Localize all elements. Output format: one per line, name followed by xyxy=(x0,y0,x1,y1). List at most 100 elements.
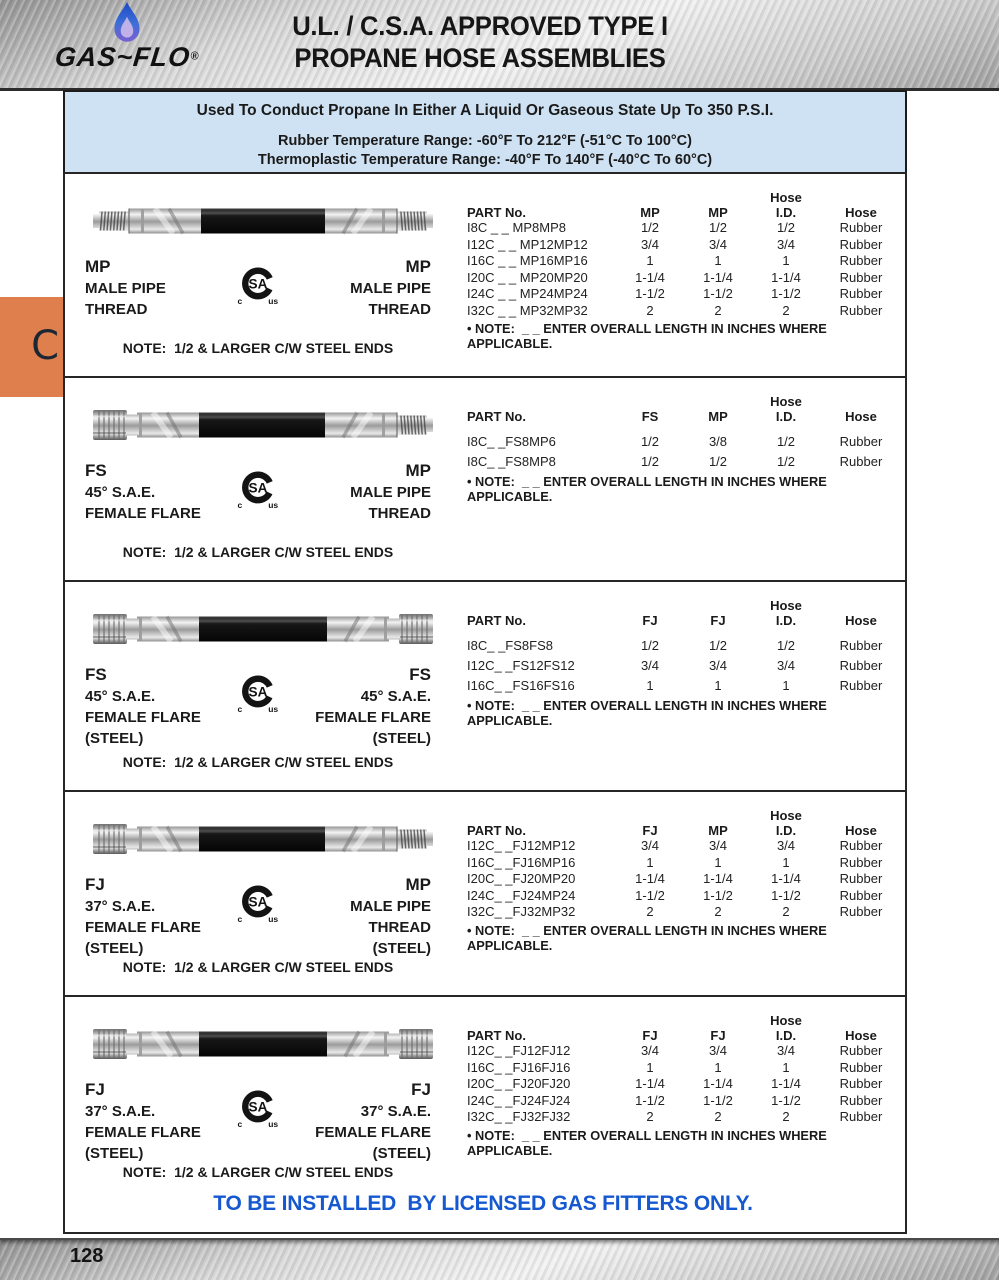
table-cell: 1 xyxy=(646,678,654,693)
table-cell: I16C_ _FJ16MP16 xyxy=(467,854,576,870)
end-label-line: 37° S.A.E. xyxy=(85,898,156,915)
table-cell: 1/2 xyxy=(776,638,796,653)
csa-mark: SA c us xyxy=(219,1079,297,1164)
end-labels-row: FJ 37° S.A.E. FEMALE FLARE (STEEL) SA c us … xyxy=(85,874,457,959)
table-cell: I32C _ _ MP32MP32 xyxy=(467,302,588,318)
table-cell: 1-1/4 xyxy=(771,1076,801,1091)
table-cell: 3/4 xyxy=(708,1043,728,1058)
table-cell: Rubber xyxy=(839,1043,883,1058)
end-labels-row: FS 45° S.A.E. FEMALE FLARE (STEEL) SA c us … xyxy=(85,664,457,749)
end-label-line: 37° S.A.E. xyxy=(360,1103,431,1120)
table-cell: 2 xyxy=(714,1109,722,1124)
end-label-line: (STEEL) xyxy=(85,730,144,747)
table-cell: 1 xyxy=(782,854,790,870)
column-header: FJ xyxy=(642,1028,658,1043)
table-cell: 3/4 xyxy=(776,1043,796,1058)
table-cell: 1 xyxy=(782,1059,790,1075)
table-cell: 1-1/4 xyxy=(635,1076,665,1091)
column-header: Hose xyxy=(845,823,877,838)
csa-mark: SA c us xyxy=(219,874,297,959)
column-header: MP xyxy=(708,409,728,424)
end-label-line: (STEEL) xyxy=(372,730,431,747)
csa-c-text: c xyxy=(238,500,243,510)
section-illustration-area: FS 45° S.A.E. FEMALE FLARE (STEEL) SA c us … xyxy=(65,582,457,790)
table-cell: 3/4 xyxy=(708,658,728,673)
csa-logo-icon: SA c us xyxy=(238,675,278,714)
column-header: FJ xyxy=(710,613,726,628)
table-cell: Rubber xyxy=(839,638,883,653)
end-labels-row: MP MALE PIPE THREAD SA c us MP MALE PIPE THR… xyxy=(85,256,457,320)
end-label-line: THREAD xyxy=(85,301,148,318)
table-cell: 2 xyxy=(782,1109,790,1124)
column-header: Hose xyxy=(845,205,877,220)
parts-table-area: PART No. FS MP Hose I.D. Hose I8C_ _FS8MP6 1/2… xyxy=(457,378,905,580)
end-label-line: (STEEL) xyxy=(85,940,144,957)
hose-photo xyxy=(92,190,434,252)
table-note: • NOTE: _ _ ENTER OVERALL LENGTH IN INCH… xyxy=(467,474,830,504)
table-cell: 1/2 xyxy=(640,434,660,449)
column-header: PART No. xyxy=(467,823,526,838)
end-label-line: MALE PIPE xyxy=(350,280,431,297)
end-label-line: FS xyxy=(85,665,107,684)
table-cell: Rubber xyxy=(839,871,883,886)
table-cell: 1-1/4 xyxy=(771,269,801,285)
parts-table: PART No. FS MP Hose I.D. Hose I8C_ _FS8MP6 1/2… xyxy=(467,392,905,472)
parts-table-area: PART No. FJ FJ Hose I.D. Hose I12C_ _FJ12FJ12… xyxy=(457,997,905,1232)
table-cell: 1 xyxy=(646,1059,654,1075)
end-label-line: 45° S.A.E. xyxy=(360,688,431,705)
product-sections: MP MALE PIPE THREAD SA c us MP MALE PIPE THR… xyxy=(63,172,907,1234)
temperature-banner: Rubber Temperature Range: -60°F To 212°F… xyxy=(63,129,907,174)
table-cell: 1-1/4 xyxy=(771,871,801,886)
table-cell: I24C_ _FJ24MP24 xyxy=(467,887,576,903)
table-cell: 1-1/2 xyxy=(703,1092,733,1108)
temp-range-rubber: Rubber Temperature Range: -60°F To 212°F… xyxy=(278,132,692,149)
column-header: MP xyxy=(640,205,660,220)
end-label-line: FS xyxy=(85,461,107,480)
end-label-line: FEMALE FLARE xyxy=(85,505,201,522)
end-label-line: (STEEL) xyxy=(372,1145,431,1162)
table-cell: 2 xyxy=(782,904,790,919)
page-header: GAS~FLO® U.L. / C.S.A. APPROVED TYPE I P… xyxy=(0,0,999,91)
column-header: Hose xyxy=(845,613,877,628)
left-end-label: FJ 37° S.A.E. FEMALE FLARE (STEEL) xyxy=(85,874,219,959)
column-header: MP xyxy=(708,205,728,220)
hose-photo xyxy=(92,409,434,441)
table-cell: 1/2 xyxy=(776,454,796,469)
end-label-line: FJ xyxy=(411,1080,431,1099)
hose-image xyxy=(85,808,441,870)
table-cell: Rubber xyxy=(839,678,883,693)
table-cell: 3/4 xyxy=(776,838,796,853)
end-label-line: MP xyxy=(405,257,432,276)
table-cell: 1-1/2 xyxy=(703,887,733,903)
end-label-line: MP xyxy=(405,875,432,894)
end-labels-row: FJ 37° S.A.E. FEMALE FLARE (STEEL) SA c us … xyxy=(85,1079,457,1164)
column-header: PART No. xyxy=(467,205,526,220)
product-section: FJ 37° S.A.E. FEMALE FLARE (STEEL) SA c us … xyxy=(63,995,907,1234)
right-end-label: FS 45° S.A.E. FEMALE FLARE (STEEL) xyxy=(297,664,431,749)
table-cell: 1 xyxy=(714,1059,722,1075)
section-note: NOTE: 1/2 & LARGER C/W STEEL ENDS xyxy=(122,1164,394,1180)
table-cell: 1 xyxy=(646,253,654,268)
table-cell: 1-1/2 xyxy=(635,887,665,903)
csa-us-text: us xyxy=(268,1119,278,1129)
end-label-line: THREAD xyxy=(368,301,432,318)
column-header: Hose I.D. xyxy=(770,190,802,220)
table-cell: I24C_ _FJ24FJ24 xyxy=(467,1092,571,1108)
table-cell: 2 xyxy=(714,302,722,318)
end-label-line: FJ xyxy=(85,1080,105,1099)
end-label-line: FS xyxy=(409,665,431,684)
csa-c-text: c xyxy=(238,296,243,306)
product-section: FJ 37° S.A.E. FEMALE FLARE (STEEL) SA c us … xyxy=(63,790,907,997)
end-label-line: FEMALE FLARE xyxy=(315,709,431,726)
section-note: NOTE: 1/2 & LARGER C/W STEEL ENDS xyxy=(122,340,394,356)
table-cell: Rubber xyxy=(839,253,883,268)
parts-table: PART No. MP MP Hose I.D. Hose I8C _ _ MP8MP8 1… xyxy=(467,188,905,319)
parts-table-area: PART No. MP MP Hose I.D. Hose I8C _ _ MP8MP8 1… xyxy=(457,174,905,376)
table-cell: I32C_ _FJ32FJ32 xyxy=(467,1109,571,1124)
section-note: NOTE: 1/2 & LARGER C/W STEEL ENDS xyxy=(122,959,394,975)
column-header: FJ xyxy=(710,1028,726,1043)
csa-us-text: us xyxy=(268,500,278,510)
table-note: • NOTE: _ _ ENTER OVERALL LENGTH IN INCH… xyxy=(467,698,830,728)
table-cell: Rubber xyxy=(839,434,883,449)
